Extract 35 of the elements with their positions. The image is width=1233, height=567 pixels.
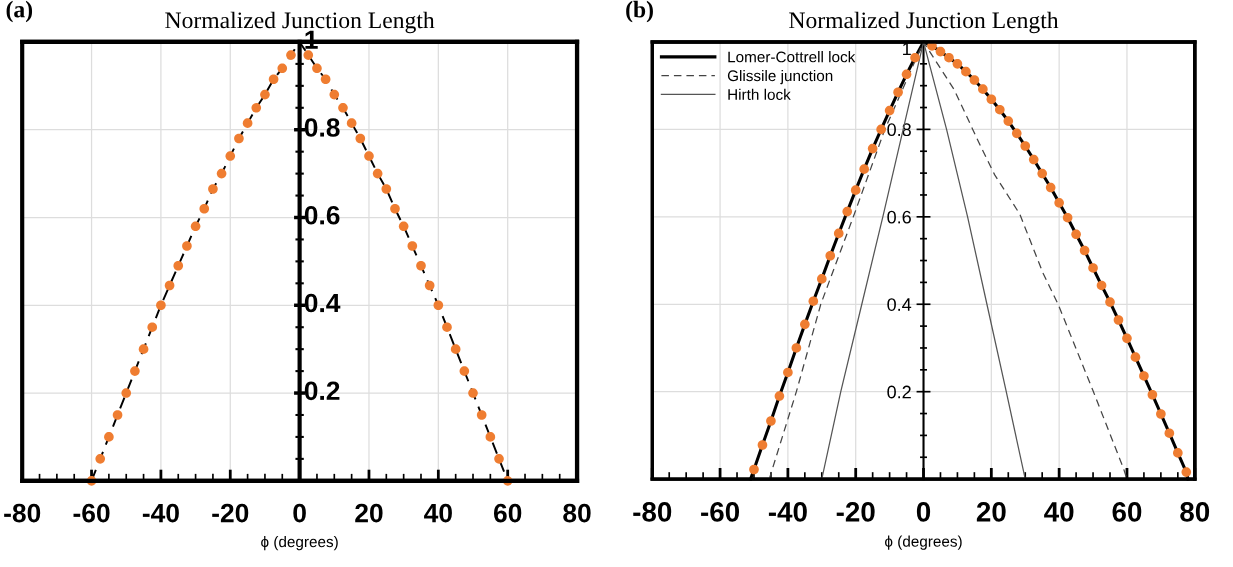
x-tick-label: 80 <box>1180 502 1210 522</box>
x-tick-label: -60 <box>73 503 110 523</box>
y-tick-label: 0.4 <box>887 298 912 311</box>
x-tick-label: 20 <box>355 503 383 523</box>
legend-label: Hirth lock <box>728 88 791 100</box>
x-tick-label: 80 <box>563 503 591 523</box>
x-tick-label: 60 <box>493 503 522 523</box>
legend-label: Glissile junction <box>727 69 833 85</box>
legend-label: Lomer-Cottrell lock <box>728 51 856 63</box>
x-tick-label: 0 <box>916 502 931 522</box>
chart-title: Normalized Junction Length <box>789 11 1059 34</box>
y-tick-label: 0.4 <box>304 293 341 313</box>
x-tick-label: -60 <box>701 502 740 522</box>
x-tick-label: -80 <box>4 503 41 523</box>
x-tick-label: -20 <box>836 502 875 522</box>
x-tick-label: 60 <box>1112 502 1142 522</box>
y-tick-label: 0.2 <box>304 381 340 401</box>
x-tick-label: -40 <box>768 502 807 522</box>
y-tick-label: 0.6 <box>304 205 340 225</box>
x-tick-label: -20 <box>212 503 249 523</box>
y-tick-label: 1 <box>903 42 911 56</box>
x-axis-title: ϕ (degrees) <box>261 535 338 551</box>
y-tick-label: 0.8 <box>304 118 340 137</box>
x-axis-title: ϕ (degrees) <box>885 535 962 550</box>
x-tick-label: -40 <box>142 503 179 523</box>
text: (b) <box>626 0 653 23</box>
y-tick-label: 0.8 <box>887 123 911 137</box>
x-tick-label: 0 <box>293 503 306 523</box>
y-tick-label: 0.2 <box>887 385 911 399</box>
x-tick-label: -80 <box>633 502 672 522</box>
x-tick-label: 20 <box>976 502 1006 522</box>
text: (a) <box>6 0 33 23</box>
x-tick-label: 40 <box>424 503 452 523</box>
y-tick-label: 0.6 <box>887 210 911 224</box>
x-tick-label: 40 <box>1044 502 1074 522</box>
